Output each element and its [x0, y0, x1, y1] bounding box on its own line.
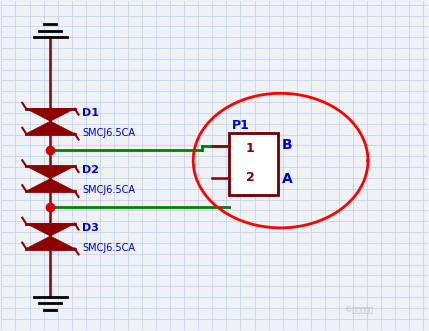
Polygon shape — [26, 236, 75, 249]
Bar — [230, 133, 278, 195]
Polygon shape — [26, 121, 75, 134]
Text: D3: D3 — [82, 223, 99, 233]
Text: SMCJ6.5CA: SMCJ6.5CA — [82, 243, 136, 253]
Text: B: B — [282, 138, 293, 152]
Text: SMCJ6.5CA: SMCJ6.5CA — [82, 128, 136, 138]
Text: P1: P1 — [232, 119, 249, 132]
Text: SMCJ6.5CA: SMCJ6.5CA — [82, 185, 136, 195]
Text: 1: 1 — [246, 142, 254, 155]
Polygon shape — [26, 179, 75, 191]
Text: D1: D1 — [82, 108, 100, 118]
Text: ©快捷电路库: ©快捷电路库 — [345, 306, 374, 313]
Polygon shape — [26, 109, 75, 121]
Text: 2: 2 — [246, 171, 254, 184]
Text: D2: D2 — [82, 166, 100, 175]
Polygon shape — [26, 224, 75, 236]
Polygon shape — [26, 166, 75, 179]
Text: A: A — [282, 172, 293, 186]
